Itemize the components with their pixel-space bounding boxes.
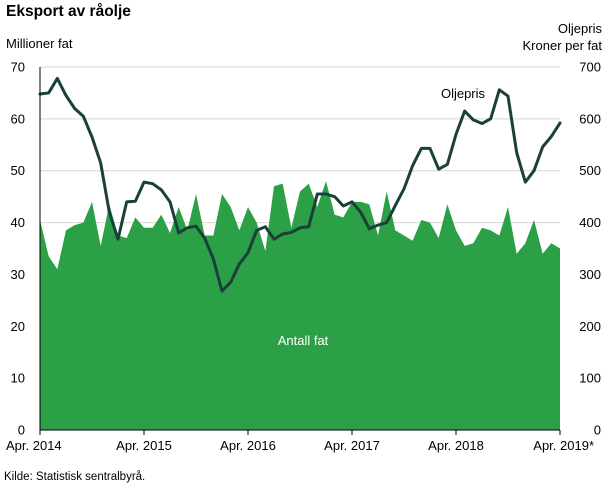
area-series	[40, 181, 560, 430]
right-axis-label-line1: Oljepris	[557, 21, 602, 36]
x-tick-label: Apr. 2019*	[533, 438, 594, 453]
left-tick-label: 20	[11, 319, 25, 334]
right-axis-label-line2: Kroner per fat	[522, 37, 603, 53]
source-note: Kilde: Statistisk sentralbyrå.	[4, 471, 146, 483]
left-tick-label: 0	[18, 423, 25, 438]
right-tick-label: 300	[579, 267, 601, 282]
area-fill	[40, 181, 560, 430]
line-series-label: Oljepris	[441, 86, 486, 101]
area-series-label: Antall fat	[278, 333, 329, 348]
left-tick-label: 40	[11, 215, 25, 230]
x-tick-label: Apr. 2015	[116, 438, 172, 453]
right-tick-label: 100	[579, 371, 601, 386]
annotations: Antall fat Oljepris	[278, 86, 486, 348]
x-tick-label: Apr. 2014	[6, 438, 62, 453]
right-tick-label: 600	[579, 111, 601, 126]
left-tick-label: 70	[11, 60, 25, 75]
right-tick-label: 200	[579, 319, 601, 334]
right-axis-label: Oljepris Kroner per fat	[523, 21, 603, 54]
chart-title: Eksport av råolje	[6, 3, 131, 20]
left-tick-label: 30	[11, 267, 25, 282]
right-tick-label: 500	[579, 163, 601, 178]
right-tick-label: 0	[594, 423, 601, 438]
right-tick-label: 700	[579, 60, 601, 75]
axes: 0102030405060700100200300400500600700Apr…	[6, 60, 601, 454]
left-tick-label: 50	[11, 163, 25, 178]
x-tick-label: Apr. 2016	[220, 438, 276, 453]
x-tick-label: Apr. 2018	[428, 438, 484, 453]
right-tick-label: 400	[579, 215, 601, 230]
left-axis-label: Millioner fat	[6, 36, 73, 51]
left-tick-label: 60	[11, 111, 25, 126]
left-tick-label: 10	[11, 371, 25, 386]
oil-price-line	[38, 76, 562, 293]
line-series	[38, 76, 562, 293]
x-tick-label: Apr. 2017	[324, 438, 380, 453]
